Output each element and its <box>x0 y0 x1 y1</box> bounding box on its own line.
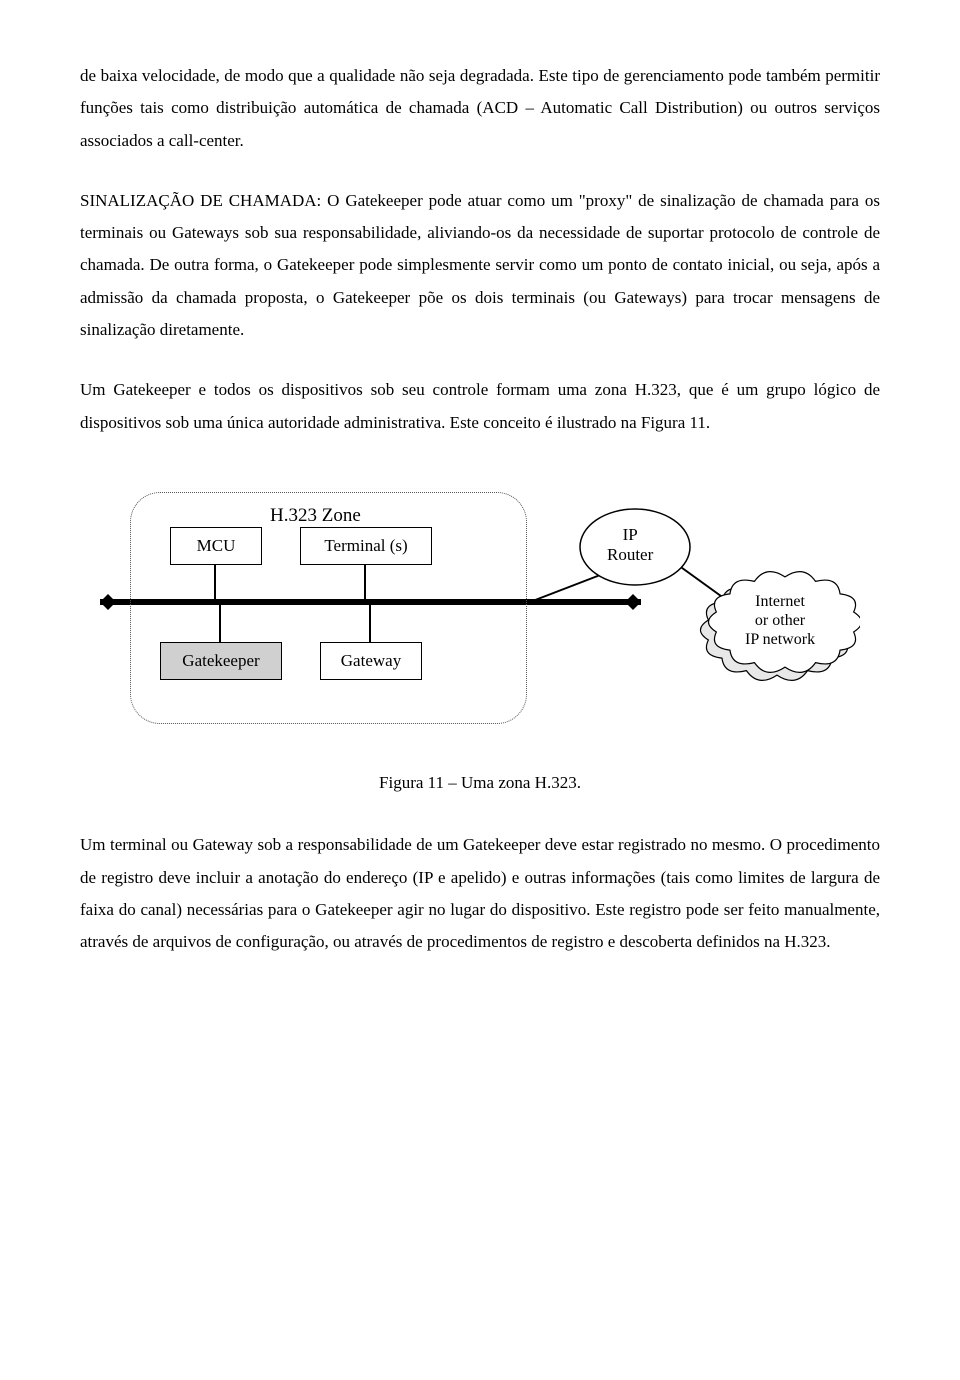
node-gateway: Gateway <box>320 642 422 680</box>
paragraph-1: de baixa velocidade, de modo que a quali… <box>80 60 880 157</box>
node-mcu-label: MCU <box>197 535 236 557</box>
node-terminal: Terminal (s) <box>300 527 432 565</box>
figure-caption: Figura 11 – Uma zona H.323. <box>80 767 880 799</box>
node-terminal-label: Terminal (s) <box>324 535 407 557</box>
cloud-label-line3: IP network <box>745 631 815 648</box>
node-gateway-label: Gateway <box>341 650 401 672</box>
paragraph-2: SINALIZAÇÃO DE CHAMADA: O Gatekeeper pod… <box>80 185 880 346</box>
node-mcu: MCU <box>170 527 262 565</box>
cloud-label-line2: or other <box>755 612 805 629</box>
cloud-label: Internet or other IP network <box>745 592 815 650</box>
router-label-line1: IP <box>623 525 638 544</box>
router-label: IP Router <box>607 525 653 566</box>
node-gatekeeper-label: Gatekeeper <box>182 650 259 672</box>
paragraph-3: Um Gatekeeper e todos os dispositivos so… <box>80 374 880 439</box>
node-gatekeeper: Gatekeeper <box>160 642 282 680</box>
paragraph-4: Um terminal ou Gateway sob a responsabil… <box>80 829 880 958</box>
router-label-line2: Router <box>607 545 653 564</box>
cloud-label-line1: Internet <box>755 593 805 610</box>
figure-11-diagram: H.323 Zone MCU Terminal (s) Gatekeeper G… <box>100 467 860 747</box>
